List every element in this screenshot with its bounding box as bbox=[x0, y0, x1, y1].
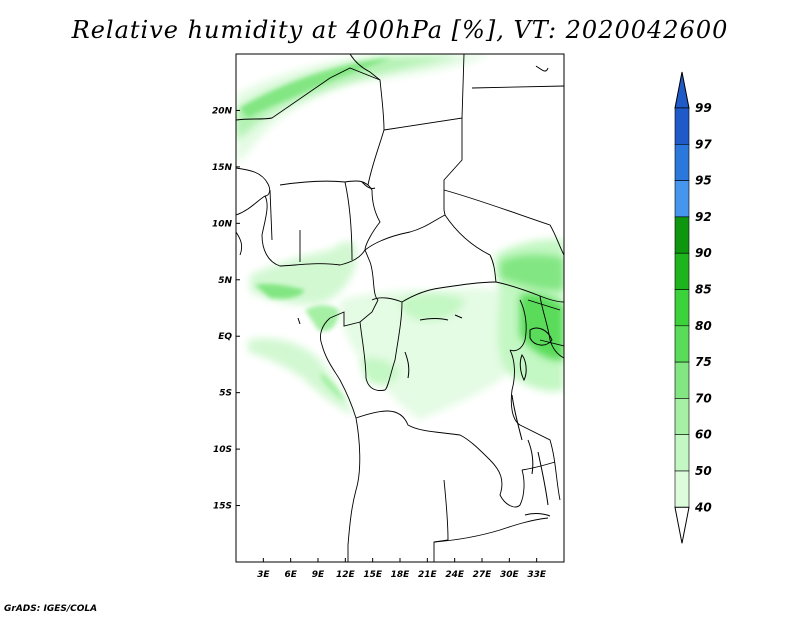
grads-credit: GrADS: IGES/COLA bbox=[4, 604, 98, 614]
lon-tick-label: 6E bbox=[284, 570, 297, 580]
lon-tick-label: 18E bbox=[391, 570, 411, 580]
colorbar-label: 85 bbox=[695, 283, 712, 297]
colorbar-swatch bbox=[674, 325, 690, 363]
humidity-region-gabon bbox=[248, 338, 355, 415]
colorbar-swatch bbox=[674, 180, 690, 218]
colorbar-label: 95 bbox=[695, 174, 712, 188]
country-borders bbox=[236, 54, 564, 562]
colorbar-swatch bbox=[674, 144, 690, 181]
lon-tick-label: 30E bbox=[500, 570, 520, 580]
colorbar-label: 75 bbox=[695, 355, 712, 369]
lon-tick-label: 9E bbox=[312, 570, 325, 580]
humidity-region-congo bbox=[340, 288, 524, 420]
lat-tick-label: 15N bbox=[212, 163, 233, 173]
colorbar-swatch bbox=[674, 361, 690, 399]
colorbar-below-triangle bbox=[674, 506, 690, 544]
colorbar-swatch bbox=[674, 216, 690, 254]
colorbar-swatch bbox=[674, 398, 690, 435]
lon-tick-label: 3E bbox=[257, 570, 270, 580]
lon-tick-label: 24E bbox=[445, 570, 465, 580]
colorbar-label: 80 bbox=[695, 319, 712, 333]
colorbar-swatch bbox=[674, 434, 690, 472]
lat-tick-label: EQ bbox=[218, 332, 232, 342]
colorbar-label: 60 bbox=[695, 428, 712, 442]
lon-tick-label: 21E bbox=[418, 570, 438, 580]
humidity-region-north bbox=[236, 54, 490, 165]
colorbar-swatch bbox=[674, 289, 690, 327]
colorbar-swatch bbox=[674, 470, 690, 508]
colorbar-label: 99 bbox=[695, 101, 712, 115]
lon-tick-label: 12E bbox=[336, 570, 356, 580]
lat-tick-label: 15S bbox=[213, 502, 232, 512]
humidity-shading bbox=[236, 54, 564, 420]
lon-tick-label: 15E bbox=[363, 570, 383, 580]
lat-tick-label: 5N bbox=[218, 276, 232, 286]
colorbar-label: 90 bbox=[695, 246, 712, 260]
lakes bbox=[297, 65, 553, 517]
lon-tick-label: 27E bbox=[473, 570, 493, 580]
lat-tick-label: 5S bbox=[219, 389, 232, 399]
colorbar-label: 97 bbox=[695, 137, 712, 151]
longitude-axis: 3E 6E 9E 12E 15E 18E 21E 24E 27E 30E 33E bbox=[257, 558, 547, 580]
map-title: Relative humidity at 400hPa [%], VT: 202… bbox=[71, 16, 729, 44]
lat-tick-label: 10N bbox=[212, 219, 233, 229]
latitude-axis: 20N 15N 10N 5N EQ 5S 10S 15S bbox=[212, 106, 240, 512]
colorbar-swatch bbox=[674, 252, 690, 290]
lat-tick-label: 20N bbox=[212, 106, 233, 116]
colorbar-label: 92 bbox=[695, 210, 712, 224]
colorbar-swatch bbox=[674, 107, 690, 145]
colorbar-label: 40 bbox=[694, 500, 712, 514]
colorbar: 99 97 95 92 90 85 80 75 70 60 50 40 bbox=[674, 71, 712, 544]
lon-tick-label: 33E bbox=[527, 570, 547, 580]
colorbar-above-triangle bbox=[674, 71, 690, 109]
humidity-region-east bbox=[495, 239, 564, 392]
humidity-region-west bbox=[250, 240, 357, 332]
colorbar-label: 50 bbox=[695, 464, 712, 478]
colorbar-label: 70 bbox=[695, 391, 712, 405]
lat-tick-label: 10S bbox=[213, 445, 232, 455]
